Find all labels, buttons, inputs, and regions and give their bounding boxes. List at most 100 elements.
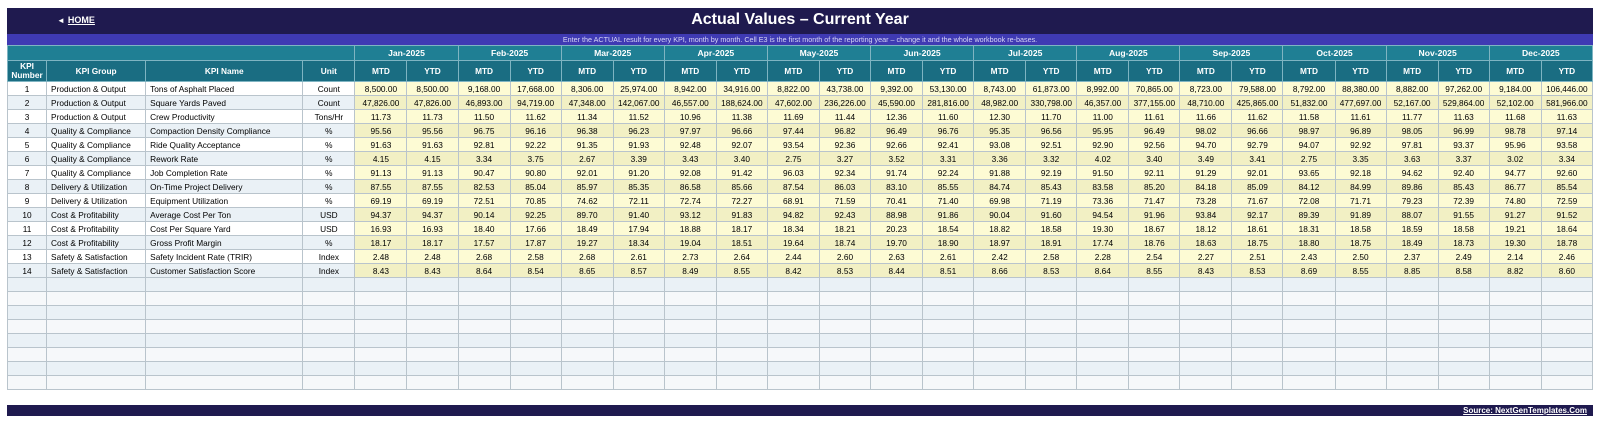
empty-cell[interactable]	[766, 305, 820, 320]
empty-cell[interactable]	[46, 277, 147, 292]
mtd-value-cell[interactable]: 18.63	[1179, 235, 1233, 250]
empty-cell[interactable]	[870, 361, 924, 376]
empty-cell[interactable]	[302, 291, 356, 306]
mtd-value-cell[interactable]: 52,102.00	[1488, 95, 1542, 110]
mtd-value-cell[interactable]: 72.08	[1282, 193, 1336, 208]
empty-cell[interactable]	[354, 291, 408, 306]
empty-cell[interactable]	[922, 319, 975, 334]
empty-cell[interactable]	[1179, 291, 1233, 306]
mtd-value-cell[interactable]: 8,306.00	[560, 81, 614, 96]
empty-cell[interactable]	[302, 333, 356, 348]
empty-cell[interactable]	[1334, 319, 1387, 334]
mtd-value-cell[interactable]: 4.02	[1076, 151, 1130, 166]
mtd-value-cell[interactable]: 8.65	[560, 263, 614, 278]
empty-cell[interactable]	[406, 277, 459, 292]
empty-cell[interactable]	[457, 319, 511, 334]
mtd-value-cell[interactable]: 19.30	[1488, 235, 1542, 250]
mtd-value-cell[interactable]: 8.44	[870, 263, 924, 278]
mtd-value-cell[interactable]: 98.02	[1179, 123, 1233, 138]
empty-cell[interactable]	[1488, 361, 1542, 376]
empty-cell[interactable]	[922, 375, 975, 390]
empty-cell[interactable]	[1231, 375, 1284, 390]
empty-cell[interactable]	[6, 291, 48, 306]
mtd-value-cell[interactable]: 95.95	[1076, 123, 1130, 138]
empty-cell[interactable]	[509, 277, 562, 292]
empty-cell[interactable]	[1282, 319, 1336, 334]
mtd-value-cell[interactable]: 68.91	[766, 193, 820, 208]
empty-cell[interactable]	[663, 291, 717, 306]
empty-cell[interactable]	[1334, 333, 1387, 348]
mtd-value-cell[interactable]: 3.34	[457, 151, 511, 166]
empty-cell[interactable]	[973, 375, 1027, 390]
mtd-value-cell[interactable]: 18.12	[1179, 221, 1233, 236]
mtd-value-cell[interactable]: 97.97	[663, 123, 717, 138]
mtd-value-cell[interactable]: 18.88	[663, 221, 717, 236]
empty-cell[interactable]	[145, 277, 304, 292]
mtd-value-cell[interactable]: 19.21	[1488, 221, 1542, 236]
mtd-value-cell[interactable]: 86.77	[1488, 179, 1542, 194]
mtd-value-cell[interactable]: 8.42	[766, 263, 820, 278]
empty-cell[interactable]	[1385, 347, 1439, 362]
empty-cell[interactable]	[1437, 277, 1490, 292]
empty-cell[interactable]	[302, 319, 356, 334]
empty-cell[interactable]	[1179, 305, 1233, 320]
empty-cell[interactable]	[1025, 375, 1078, 390]
mtd-value-cell[interactable]: 8.82	[1488, 263, 1542, 278]
empty-cell[interactable]	[922, 333, 975, 348]
empty-cell[interactable]	[1488, 319, 1542, 334]
empty-cell[interactable]	[1076, 361, 1130, 376]
empty-cell[interactable]	[612, 277, 665, 292]
empty-cell[interactable]	[1385, 319, 1439, 334]
empty-cell[interactable]	[922, 361, 975, 376]
empty-cell[interactable]	[1334, 277, 1387, 292]
mtd-value-cell[interactable]: 74.62	[560, 193, 614, 208]
mtd-value-cell[interactable]: 2.37	[1385, 249, 1439, 264]
empty-cell[interactable]	[870, 277, 924, 292]
empty-cell[interactable]	[1076, 319, 1130, 334]
mtd-value-cell[interactable]: 90.04	[973, 207, 1027, 222]
empty-cell[interactable]	[1025, 333, 1078, 348]
empty-cell[interactable]	[715, 347, 768, 362]
mtd-value-cell[interactable]: 91.74	[870, 165, 924, 180]
empty-cell[interactable]	[1179, 319, 1233, 334]
mtd-value-cell[interactable]: 2.75	[1282, 151, 1336, 166]
mtd-value-cell[interactable]: 10.96	[663, 109, 717, 124]
mtd-value-cell[interactable]: 95.56	[354, 123, 408, 138]
empty-cell[interactable]	[1025, 291, 1078, 306]
empty-cell[interactable]	[46, 305, 147, 320]
mtd-value-cell[interactable]: 94.54	[1076, 207, 1130, 222]
mtd-value-cell[interactable]: 83.58	[1076, 179, 1130, 194]
empty-cell[interactable]	[1076, 347, 1130, 362]
empty-cell[interactable]	[1179, 347, 1233, 362]
empty-cell[interactable]	[145, 291, 304, 306]
empty-cell[interactable]	[560, 361, 614, 376]
empty-cell[interactable]	[1540, 361, 1594, 376]
empty-cell[interactable]	[46, 375, 147, 390]
mtd-value-cell[interactable]: 47,348.00	[560, 95, 614, 110]
empty-cell[interactable]	[870, 305, 924, 320]
mtd-value-cell[interactable]: 90.47	[457, 165, 511, 180]
mtd-value-cell[interactable]: 87.55	[354, 179, 408, 194]
empty-cell[interactable]	[1231, 347, 1284, 362]
empty-cell[interactable]	[663, 347, 717, 362]
empty-cell[interactable]	[1179, 277, 1233, 292]
mtd-value-cell[interactable]: 48,982.00	[973, 95, 1027, 110]
empty-cell[interactable]	[1437, 347, 1490, 362]
mtd-value-cell[interactable]: 3.52	[870, 151, 924, 166]
empty-cell[interactable]	[1231, 319, 1284, 334]
empty-cell[interactable]	[302, 305, 356, 320]
mtd-value-cell[interactable]: 79.23	[1385, 193, 1439, 208]
empty-cell[interactable]	[922, 305, 975, 320]
mtd-value-cell[interactable]: 9,184.00	[1488, 81, 1542, 96]
empty-cell[interactable]	[354, 361, 408, 376]
mtd-value-cell[interactable]: 86.58	[663, 179, 717, 194]
mtd-value-cell[interactable]: 2.27	[1179, 249, 1233, 264]
empty-cell[interactable]	[457, 305, 511, 320]
empty-cell[interactable]	[922, 277, 975, 292]
mtd-value-cell[interactable]: 74.80	[1488, 193, 1542, 208]
empty-cell[interactable]	[870, 291, 924, 306]
mtd-value-cell[interactable]: 83.10	[870, 179, 924, 194]
mtd-value-cell[interactable]: 94.70	[1179, 137, 1233, 152]
empty-cell[interactable]	[46, 361, 147, 376]
empty-cell[interactable]	[663, 319, 717, 334]
